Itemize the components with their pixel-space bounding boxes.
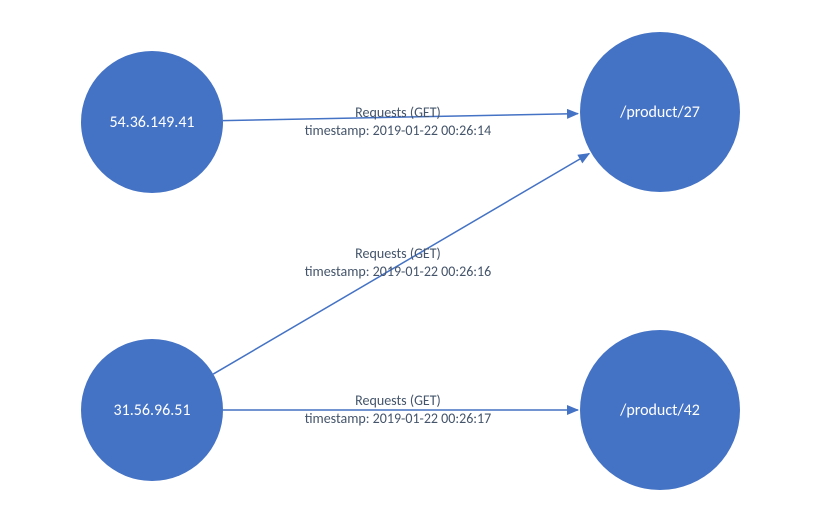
graph-node: /product/27 [580, 32, 740, 192]
edge-label-line1: Requests (GET) [278, 104, 518, 122]
edge-label-line2: timestamp: 2019-01-22 00:26:14 [278, 122, 518, 140]
node-label: /product/27 [620, 103, 700, 122]
graph-node: /product/42 [580, 330, 740, 490]
node-label: /product/42 [620, 401, 700, 420]
edge-label-line1: Requests (GET) [278, 245, 518, 263]
edge-label-line2: timestamp: 2019-01-22 00:26:17 [278, 410, 518, 428]
node-label: 54.36.149.41 [109, 113, 194, 132]
node-label: 31.56.96.51 [114, 401, 191, 420]
edge-label-line1: Requests (GET) [278, 392, 518, 410]
edge-label: Requests (GET)timestamp: 2019-01-22 00:2… [278, 392, 518, 428]
graph-node: 31.56.96.51 [81, 339, 223, 481]
edge-label-line2: timestamp: 2019-01-22 00:26:16 [278, 263, 518, 281]
edge-label: Requests (GET)timestamp: 2019-01-22 00:2… [278, 104, 518, 140]
edge-label: Requests (GET)timestamp: 2019-01-22 00:2… [278, 245, 518, 281]
graph-node: 54.36.149.41 [81, 51, 223, 193]
